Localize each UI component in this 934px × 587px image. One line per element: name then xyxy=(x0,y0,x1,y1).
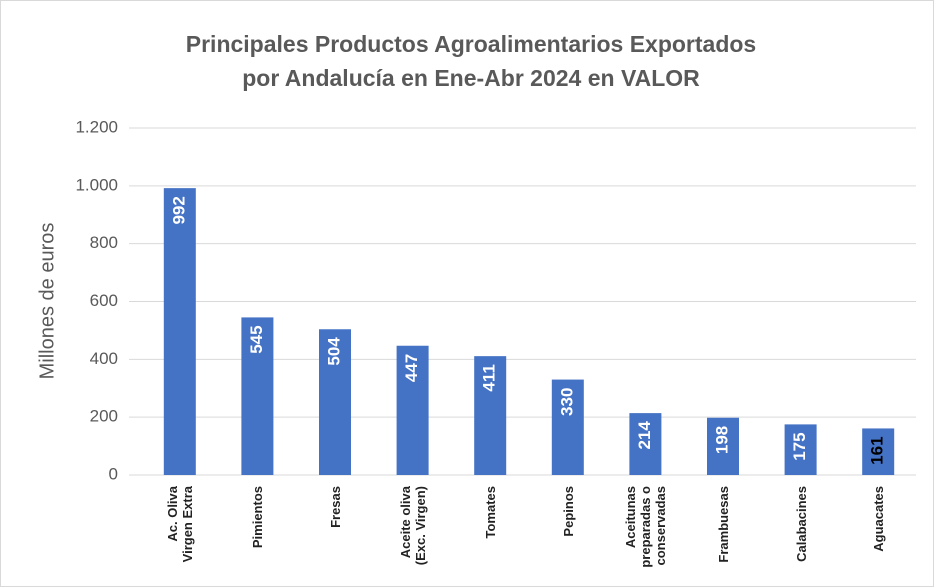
x-tick-label: Frambuesas xyxy=(715,486,731,563)
bar xyxy=(319,329,351,475)
bar xyxy=(629,413,662,475)
x-tick-label: Ac. Oliva Virgen Extra xyxy=(164,486,195,563)
value-label: 411 xyxy=(480,364,499,391)
x-tick-label: Fresas xyxy=(327,486,343,528)
bar xyxy=(784,424,817,475)
bar xyxy=(474,356,507,475)
value-label: 545 xyxy=(247,325,266,353)
bar xyxy=(551,379,584,475)
value-label: 447 xyxy=(402,354,421,382)
y-tick-label: 800 xyxy=(90,233,118,252)
y-tick-label: 200 xyxy=(90,407,118,426)
y-axis-label: Millones de euros xyxy=(36,223,58,380)
y-tick-label: 0 xyxy=(109,464,118,483)
value-label: 214 xyxy=(635,421,654,450)
x-tick-label: Aceite oliva (Exc. Virgen) xyxy=(397,486,428,566)
y-tick-label: 400 xyxy=(90,349,118,368)
y-tick-label: 600 xyxy=(90,291,118,310)
y-tick-label: 1.000 xyxy=(75,175,118,194)
x-tick-label: Pepinos xyxy=(560,486,576,537)
value-label: 992 xyxy=(169,196,188,224)
x-tick-label: Calabacines xyxy=(793,486,809,562)
y-tick-label: 1.200 xyxy=(75,117,118,136)
value-label: 161 xyxy=(868,436,887,464)
bar xyxy=(163,188,196,475)
x-tick-label: Tomates xyxy=(482,486,498,539)
value-label: 330 xyxy=(557,388,576,416)
bar xyxy=(396,345,429,475)
bar xyxy=(862,428,895,475)
x-tick-label: Aguacates xyxy=(870,486,886,552)
bar xyxy=(707,417,739,475)
value-label: 504 xyxy=(324,337,343,366)
chart-title: Principales Productos Agroalimentarios E… xyxy=(185,31,757,91)
x-tick-label: Aceitunas preparadas o conservadas xyxy=(622,486,668,568)
bar xyxy=(241,317,274,475)
x-tick-label: Pimientos xyxy=(249,486,265,549)
value-label: 175 xyxy=(790,432,809,460)
value-label: 198 xyxy=(712,426,731,454)
